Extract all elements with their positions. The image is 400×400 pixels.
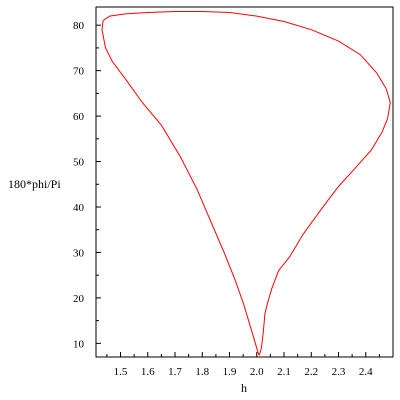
- plot-frame: [95, 6, 394, 358]
- x-tick-label: 1.9: [223, 366, 237, 378]
- x-tick-label: 2.3: [332, 366, 346, 378]
- y-axis-ticks: 10 20 30 40 50 60 70 80: [73, 20, 101, 350]
- y-tick-label: 50: [73, 157, 85, 169]
- y-tick-label: 20: [73, 293, 85, 305]
- x-tick-label: 1.8: [195, 366, 209, 378]
- x-tick-label: 2.0: [250, 366, 264, 378]
- x-tick-label: 1.5: [114, 366, 128, 378]
- data-curve: [101, 11, 391, 356]
- x-tick-label: 1.6: [141, 366, 155, 378]
- y-tick-label: 70: [73, 66, 85, 78]
- y-tick-label: 80: [73, 20, 85, 32]
- x-tick-label: 2.4: [359, 366, 373, 378]
- y-tick-label: 30: [73, 247, 85, 259]
- x-axis-ticks: 1.5 1.6 1.7 1.8 1.9 2.0 2.1 2.2 2.3 2.4: [106, 352, 380, 378]
- x-tick-label: 2.2: [304, 366, 318, 378]
- y-tick-label: 60: [73, 111, 85, 123]
- y-tick-label: 10: [73, 338, 85, 350]
- y-tick-label: 40: [73, 202, 85, 214]
- x-tick-label: 2.1: [277, 366, 291, 378]
- x-axis-label: h: [241, 381, 247, 395]
- x-tick-label: 1.7: [168, 366, 182, 378]
- y-axis-label: 180*phi/Pi: [8, 177, 61, 191]
